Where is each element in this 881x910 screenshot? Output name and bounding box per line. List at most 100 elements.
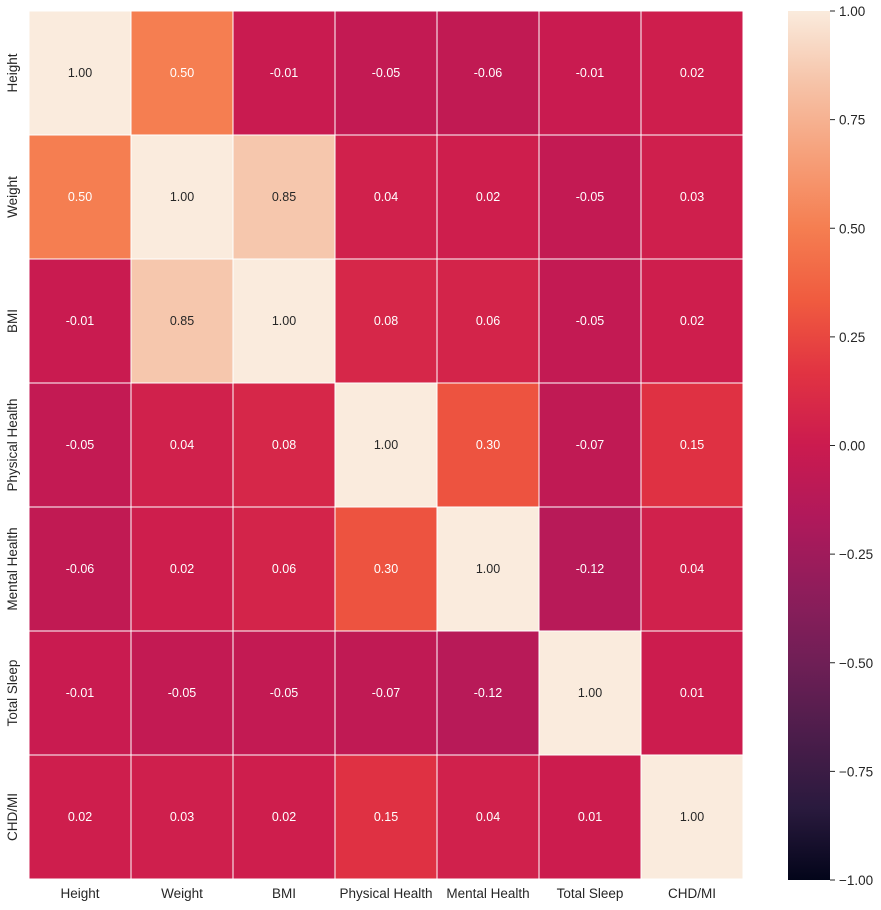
heatmap-value-labels: 1.00 0.50 -0.01 -0.05 -0.06 -0.01 0.02 0.50 1.00…: [66, 66, 704, 824]
x-tick-label: CHD/MI: [668, 886, 716, 901]
x-tick-label: Total Sleep: [557, 886, 624, 901]
heatmap-value-label: 1.00: [578, 686, 602, 700]
heatmap-value-label: -0.05: [66, 438, 95, 452]
heatmap-value-label: -0.01: [576, 66, 605, 80]
colorbar-gradient: [788, 11, 830, 880]
heatmap-value-label: -0.01: [66, 686, 95, 700]
heatmap-cell: [436, 10, 540, 136]
heatmap-cell: [130, 10, 234, 136]
heatmap-cell: [538, 382, 642, 508]
heatmap-cell: [130, 630, 234, 756]
x-tick-label: Physical Health: [339, 886, 432, 901]
colorbar: −1.00 −0.75 −0.50 −0.25 0.00 0.25 0.50 0.75 1.00: [788, 4, 873, 888]
y-tick-label: Total Sleep: [5, 660, 20, 727]
heatmap-value-label: -0.06: [66, 562, 95, 576]
heatmap-cell: [640, 134, 744, 260]
colorbar-tick-label: −0.50: [839, 656, 873, 671]
heatmap-value-label: -0.01: [66, 314, 95, 328]
heatmap-value-label: -0.12: [474, 686, 503, 700]
heatmap-cell: [538, 134, 642, 260]
heatmap-value-label: 0.02: [272, 810, 296, 824]
heatmap-value-label: 1.00: [170, 190, 194, 204]
heatmap-cell: [640, 258, 744, 384]
heatmap-cell: [538, 258, 642, 384]
heatmap-value-label: 0.15: [680, 438, 704, 452]
heatmap-cell: [538, 10, 642, 136]
heatmap-cell: [334, 754, 438, 880]
heatmap-cell: [130, 382, 234, 508]
heatmap-value-label: -0.07: [576, 438, 605, 452]
heatmap-value-label: 0.08: [272, 438, 296, 452]
heatmap-cell: [232, 754, 336, 880]
heatmap-value-label: 1.00: [476, 562, 500, 576]
colorbar-tick-label: −1.00: [839, 873, 873, 888]
heatmap-value-label: 0.02: [680, 314, 704, 328]
heatmap-value-label: 1.00: [374, 438, 398, 452]
heatmap-value-label: -0.06: [474, 66, 503, 80]
colorbar-tick-label: −0.75: [839, 764, 873, 779]
heatmap-value-label: 0.85: [170, 314, 194, 328]
x-tick-label: BMI: [272, 886, 296, 901]
heatmap-value-label: -0.12: [576, 562, 605, 576]
colorbar-tick-labels: −1.00 −0.75 −0.50 −0.25 0.00 0.25 0.50 0.75 1.00: [830, 4, 873, 888]
heatmap-cell: [232, 258, 336, 384]
heatmap-cell: [640, 382, 744, 508]
heatmap-value-label: 0.04: [476, 810, 500, 824]
heatmap-value-label: 1.00: [68, 66, 92, 80]
y-tick-label: Mental Health: [5, 527, 20, 610]
y-tick-label: Weight: [5, 176, 20, 218]
heatmap-cell: [232, 134, 336, 260]
heatmap-cell: [436, 258, 540, 384]
heatmap-value-label: 0.06: [272, 562, 296, 576]
heatmap-value-label: 0.01: [578, 810, 602, 824]
heatmap-cell: [28, 630, 132, 756]
heatmap-value-label: 0.02: [680, 66, 704, 80]
heatmap-value-label: -0.07: [372, 686, 401, 700]
heatmap-cells: [28, 10, 744, 880]
y-axis-tick-labels: Height Weight BMI Physical Health Mental Hea…: [5, 53, 20, 841]
heatmap-value-label: -0.01: [270, 66, 299, 80]
colorbar-tick-label: 0.25: [839, 330, 865, 345]
heatmap-cell: [640, 754, 744, 880]
y-tick-label: BMI: [5, 309, 20, 333]
y-tick-label: CHD/MI: [5, 793, 20, 841]
heatmap-cell: [334, 10, 438, 136]
heatmap-value-label: 0.50: [170, 66, 194, 80]
heatmap-value-label: 0.02: [476, 190, 500, 204]
heatmap-value-label: 0.04: [374, 190, 398, 204]
colorbar-tick-label: −0.25: [839, 547, 873, 562]
heatmap-cell: [28, 382, 132, 508]
heatmap-value-label: 0.30: [374, 562, 398, 576]
heatmap-cell: [130, 258, 234, 384]
heatmap-cell: [640, 630, 744, 756]
heatmap-value-label: 0.30: [476, 438, 500, 452]
heatmap-value-label: 0.08: [374, 314, 398, 328]
heatmap-value-label: -0.05: [270, 686, 299, 700]
heatmap-value-label: 0.50: [68, 190, 92, 204]
heatmap-value-label: 1.00: [272, 314, 296, 328]
heatmap-value-label: 0.15: [374, 810, 398, 824]
colorbar-tick-label: 0.50: [839, 221, 865, 236]
y-tick-label: Height: [5, 53, 20, 92]
heatmap-cell: [334, 382, 438, 508]
heatmap-value-label: -0.05: [576, 314, 605, 328]
heatmap-value-label: 0.03: [170, 810, 194, 824]
heatmap-value-label: -0.05: [372, 66, 401, 80]
x-tick-label: Mental Health: [446, 886, 529, 901]
heatmap-value-label: 0.01: [680, 686, 704, 700]
colorbar-tick-label: 1.00: [839, 4, 865, 19]
heatmap-cell: [232, 506, 336, 632]
heatmap-cell: [28, 258, 132, 384]
x-tick-label: Weight: [161, 886, 203, 901]
heatmap-cell: [640, 506, 744, 632]
heatmap-value-label: 0.85: [272, 190, 296, 204]
x-axis-tick-labels: Height Weight BMI Physical Health Mental Hea…: [60, 886, 716, 901]
heatmap-cell: [436, 754, 540, 880]
heatmap-value-label: 0.06: [476, 314, 500, 328]
heatmap-value-label: 0.04: [170, 438, 194, 452]
heatmap-value-label: 1.00: [680, 810, 704, 824]
heatmap-cell: [28, 506, 132, 632]
heatmap-cell: [232, 10, 336, 136]
heatmap-value-label: 0.02: [68, 810, 92, 824]
